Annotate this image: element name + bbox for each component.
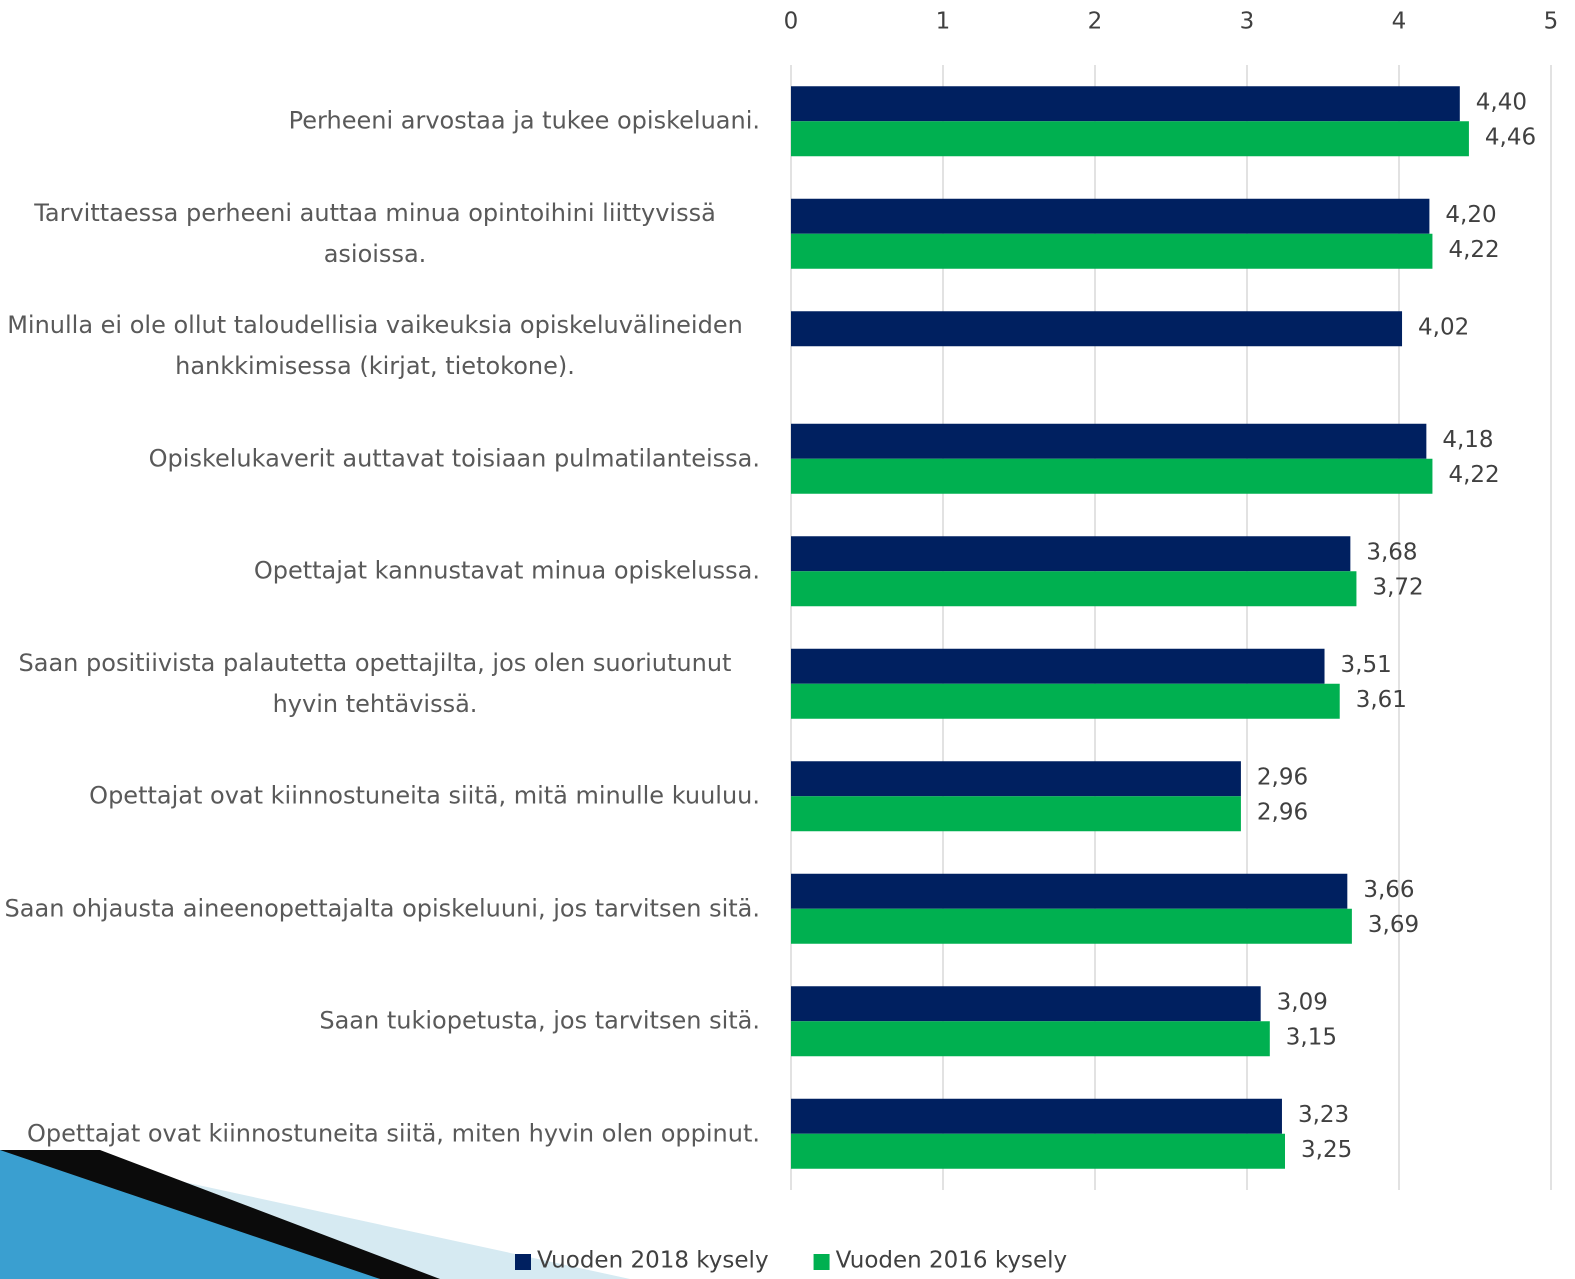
legend-label: Vuoden 2016 kysely [836,1248,1068,1274]
value-label: 2,96 [1257,764,1308,790]
legend-swatch [515,1254,531,1270]
x-tick-label: 1 [936,9,951,35]
bar [791,649,1325,684]
value-label: 3,09 [1277,989,1328,1015]
bar [791,986,1261,1021]
x-tick-label: 3 [1240,9,1255,35]
bar [791,121,1469,156]
bar [791,1134,1285,1169]
bar [791,1099,1282,1134]
x-tick-label: 0 [784,9,799,35]
bar [791,761,1241,796]
x-tick-label: 5 [1544,9,1559,35]
bar [791,86,1460,121]
value-label: 3,72 [1372,574,1423,600]
value-label: 3,15 [1286,1024,1337,1050]
value-label: 2,96 [1257,799,1308,825]
bar [791,1021,1270,1056]
value-label: 3,68 [1366,539,1417,565]
value-label: 3,25 [1301,1137,1352,1163]
value-label: 3,61 [1356,687,1407,713]
value-label: 4,46 [1485,124,1536,150]
category-label: Opiskelukaverit auttavat toisiaan pulmat… [0,438,760,479]
value-label: 3,69 [1368,912,1419,938]
bar [791,684,1340,719]
bar [791,536,1350,571]
bar [791,459,1432,494]
category-label: Minulla ei ole ollut taloudellisia vaike… [0,305,760,387]
chart: 0 1 2 3 4 5 4,40 4,46 4,20 4,22 4,02 4,18 4,22 3,68 3,… [0,0,1575,1279]
bar [791,199,1429,234]
value-label: 4,22 [1448,462,1499,488]
category-label: Perheeni arvostaa ja tukee opiskeluani. [0,101,760,142]
value-label: 3,51 [1341,652,1392,678]
x-tick-label: 2 [1088,9,1103,35]
category-label: Saan positiivista palautetta opettajilta… [0,643,760,725]
category-label: Opettajat ovat kiinnostuneita siitä, mit… [0,776,760,817]
value-label: 4,22 [1448,237,1499,263]
category-label: Saan tukiopetusta, jos tarvitsen sitä. [0,1001,760,1042]
value-label: 4,40 [1476,89,1527,115]
bar [791,424,1426,459]
category-label: Saan ohjausta aineenopettajalta opiskelu… [0,888,760,929]
category-label: Tarvittaessa perheeni auttaa minua opint… [0,193,760,275]
value-label: 4,02 [1418,314,1469,340]
legend-swatch [814,1254,830,1270]
x-tick-label: 4 [1392,9,1407,35]
bar [791,311,1402,346]
bar [791,234,1432,269]
value-label: 3,23 [1298,1102,1349,1128]
value-label: 4,20 [1445,202,1496,228]
bar [791,571,1356,606]
value-label: 3,66 [1363,877,1414,903]
legend-label: Vuoden 2018 kysely [537,1248,769,1274]
bar [791,874,1347,909]
value-label: 4,18 [1442,427,1493,453]
category-label: Opettajat ovat kiinnostuneita siitä, mit… [0,1113,760,1154]
category-label: Opettajat kannustavat minua opiskelussa. [0,551,760,592]
bar [791,796,1241,831]
bar [791,909,1352,944]
